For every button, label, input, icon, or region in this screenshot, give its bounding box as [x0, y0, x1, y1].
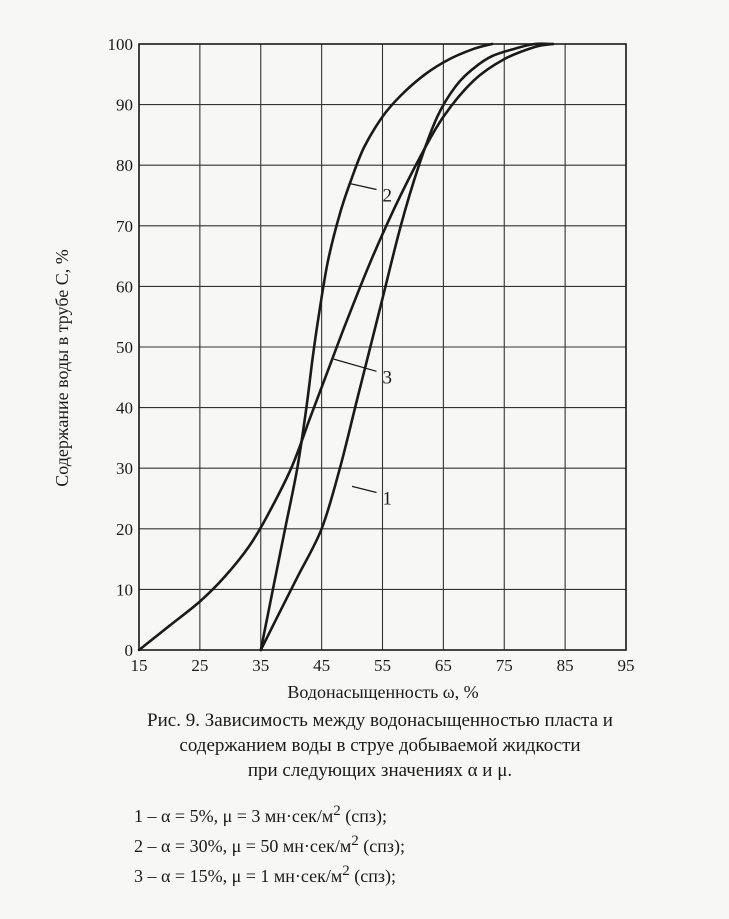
- curve-label-leader: [348, 182, 377, 191]
- y-axis-title: Содержание воды в трубе С, %: [52, 249, 72, 486]
- y-tick-label: 40: [116, 399, 133, 418]
- series-line-3: [137, 42, 555, 652]
- x-tick-label: 35: [252, 656, 269, 675]
- x-tick-label: 15: [131, 656, 148, 675]
- grid: [138, 43, 627, 651]
- curve-label-leader: [351, 485, 377, 494]
- y-tick-label: 80: [116, 156, 133, 175]
- curve-labels: 1 2 3: [333, 182, 393, 510]
- curve-label-leader: [333, 358, 377, 372]
- legend-sup: 2: [342, 863, 350, 879]
- tick-labels: 15 25 35 45 55 65 75 85 95 0 10 20 30 40 50 60 70 80 90 100: [108, 35, 635, 675]
- series-line-1: [259, 42, 555, 652]
- y-tick-label: 70: [116, 217, 133, 236]
- legend-text: (спз);: [340, 806, 387, 826]
- legend-text: 1 – α = 5%, μ = 3 мн·сек/м: [134, 806, 334, 826]
- legend-item: 1 – α = 5%, μ = 3 мн·сек/м2 (спз);: [134, 799, 405, 829]
- curve-label-3: 3: [383, 367, 393, 388]
- legend-text: 3 – α = 15%, μ = 1 мн·сек/м: [134, 866, 343, 886]
- legend-sup: 2: [333, 803, 341, 819]
- legend-sup: 2: [351, 833, 359, 849]
- legend-text: (спз);: [358, 836, 405, 856]
- caption-line: при следующих значениях α и μ.: [247, 760, 513, 781]
- legend-item: 2 – α = 30%, μ = 50 мн·сек/м2 (спз);: [134, 829, 405, 859]
- legend-text: (спз);: [349, 866, 396, 886]
- series-lines: [137, 42, 555, 652]
- chart: 15 25 35 45 55 65 75 85 95 0 10 20 30 40 50 60 70 80 90 100…: [52, 35, 635, 700]
- x-tick-label: 55: [374, 656, 391, 675]
- x-axis-title: Водонасыщенность ω, %: [287, 682, 478, 700]
- y-tick-label: 20: [116, 520, 133, 539]
- x-tick-label: 85: [557, 656, 574, 675]
- legend-item: 3 – α = 15%, μ = 1 мн·сек/м2 (спз);: [134, 859, 405, 889]
- caption-line: содержанием воды в струе добываемой жидк…: [179, 735, 581, 756]
- x-tick-label: 65: [435, 656, 452, 675]
- caption-line: Рис. 9. Зависимость между водонасыщеннос…: [147, 710, 613, 731]
- plot-frame: [138, 43, 627, 651]
- curve-label-2: 2: [383, 186, 393, 207]
- x-tick-label: 45: [313, 656, 330, 675]
- y-tick-label: 10: [116, 580, 133, 599]
- y-tick-label: 90: [116, 96, 133, 115]
- y-tick-label: 30: [116, 459, 133, 478]
- y-tick-label: 60: [116, 277, 133, 296]
- y-tick-label: 50: [116, 338, 133, 357]
- legend-text: 2 – α = 30%, μ = 50 мн·сек/м: [134, 836, 352, 856]
- series-line-2: [259, 42, 494, 652]
- curve-label-1: 1: [383, 489, 393, 510]
- x-tick-label: 75: [496, 656, 513, 675]
- parameter-legend: 1 – α = 5%, μ = 3 мн·сек/м2 (спз); 2 – α…: [134, 799, 405, 889]
- x-tick-label: 25: [191, 656, 208, 675]
- y-tick-label: 0: [125, 641, 134, 660]
- figure-caption: Рис. 9. Зависимость между водонасыщеннос…: [60, 708, 700, 783]
- x-tick-label: 95: [618, 656, 635, 675]
- y-tick-label: 100: [108, 35, 134, 54]
